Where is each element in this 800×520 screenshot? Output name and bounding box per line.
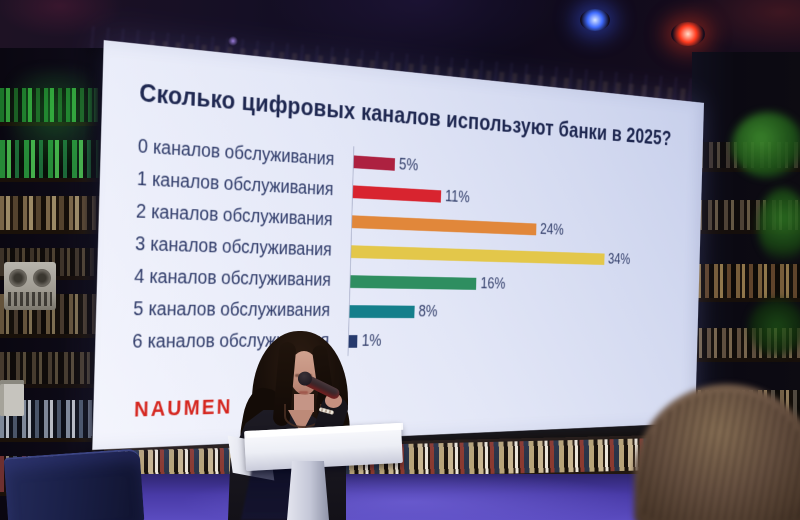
stage-light-blue	[580, 9, 610, 31]
bar	[348, 334, 358, 348]
value-label: 5%	[398, 154, 419, 175]
reel-tape-recorder-panel	[8, 292, 52, 306]
value-label: 34%	[607, 250, 631, 268]
bar	[353, 154, 395, 171]
shelf-device	[0, 380, 24, 416]
stage-monitor-speaker	[3, 448, 145, 520]
category-label: 5 каналов обслуживания	[133, 298, 331, 321]
hanging-plant	[758, 188, 800, 264]
value-label: 16%	[480, 274, 506, 293]
bar	[349, 304, 415, 318]
bar-row: 6 каналов обслуживания 1%	[132, 326, 651, 359]
value-label: 24%	[539, 220, 564, 239]
bar-row: 5 каналов обслуживания 8%	[133, 293, 652, 327]
value-label: 11%	[444, 187, 470, 206]
bar	[351, 244, 605, 265]
bar	[351, 214, 537, 235]
projection-screen: Сколько цифровых каналов используют банк…	[92, 40, 705, 450]
axis-line: 1%	[347, 326, 651, 356]
category-label: 4 каналов обслуживания	[133, 265, 332, 291]
bar	[352, 184, 441, 203]
stage-floor	[80, 474, 728, 520]
axis-line: 8%	[348, 296, 652, 327]
bar	[350, 274, 477, 290]
hanging-plant	[748, 298, 800, 356]
value-label: 8%	[418, 302, 438, 320]
category-label: 2 каналов обслуживания	[135, 200, 333, 230]
projection-screen-wrap: Сколько цифровых каналов используют банк…	[92, 40, 748, 460]
bar-chart: 0 каналов обслуживания 5% 1 каналов обсл…	[132, 131, 656, 359]
podium-pedestal	[287, 461, 329, 520]
presenter-lips	[299, 391, 308, 394]
category-label: 3 каналов обслуживания	[134, 233, 332, 261]
naumen-logo: NAUMEN	[133, 394, 233, 422]
value-label: 1%	[361, 331, 382, 350]
